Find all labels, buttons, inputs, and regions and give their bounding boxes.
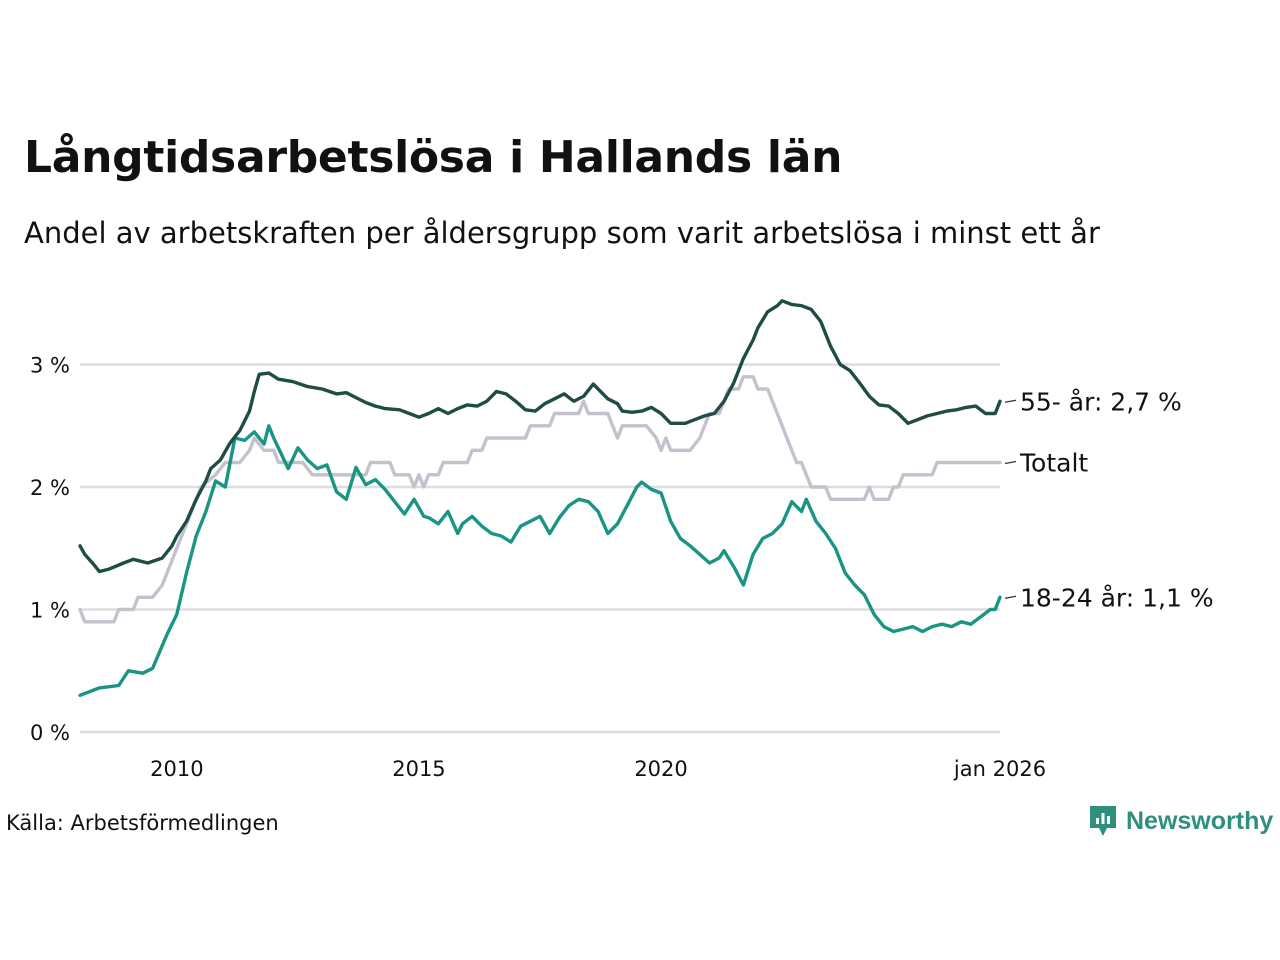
series-end-label: Totalt [1019, 449, 1088, 478]
y-axis-ticks: 0 % 1 % 2 % 3 % [30, 354, 70, 746]
y-tick-label: 3 % [30, 354, 70, 378]
gridlines [80, 363, 1000, 734]
series-lines [78, 299, 1002, 697]
x-tick-label: jan 2026 [953, 757, 1046, 781]
y-tick-label: 0 % [30, 721, 70, 745]
newsworthy-logo-icon [1090, 806, 1116, 836]
end-label-leader [1004, 460, 1017, 465]
end-label-leader [1004, 399, 1017, 403]
y-tick-label: 1 % [30, 599, 70, 623]
brand-name: Newsworthy [1126, 806, 1274, 835]
series-line-18-24-r [78, 424, 1002, 697]
chart-subtitle: Andel av arbetskraften per åldersgrupp s… [24, 216, 1100, 250]
x-tick-label: 2020 [634, 757, 687, 781]
end-label-leader [1004, 595, 1017, 599]
series-end-label: 55- år: 2,7 % [1020, 387, 1182, 416]
y-tick-label: 2 % [30, 476, 70, 500]
newsworthy-logo: Newsworthy [1088, 804, 1273, 838]
chart-title: Långtidsarbetslösa i Hallands län [24, 132, 843, 183]
series-line-totalt [78, 375, 1002, 624]
series-end-label: 18-24 år: 1,1 % [1020, 583, 1214, 612]
source-note: Källa: Arbetsförmedlingen [6, 811, 279, 835]
series-line-55-r [78, 299, 1002, 574]
x-axis-ticks: 2010 2015 2020 jan 2026 [150, 757, 1046, 781]
series-end-labels: 55- år: 2,7 % Totalt 18-24 år: 1,1 % [1004, 387, 1214, 612]
x-tick-label: 2015 [392, 757, 445, 781]
x-tick-label: 2010 [150, 757, 203, 781]
